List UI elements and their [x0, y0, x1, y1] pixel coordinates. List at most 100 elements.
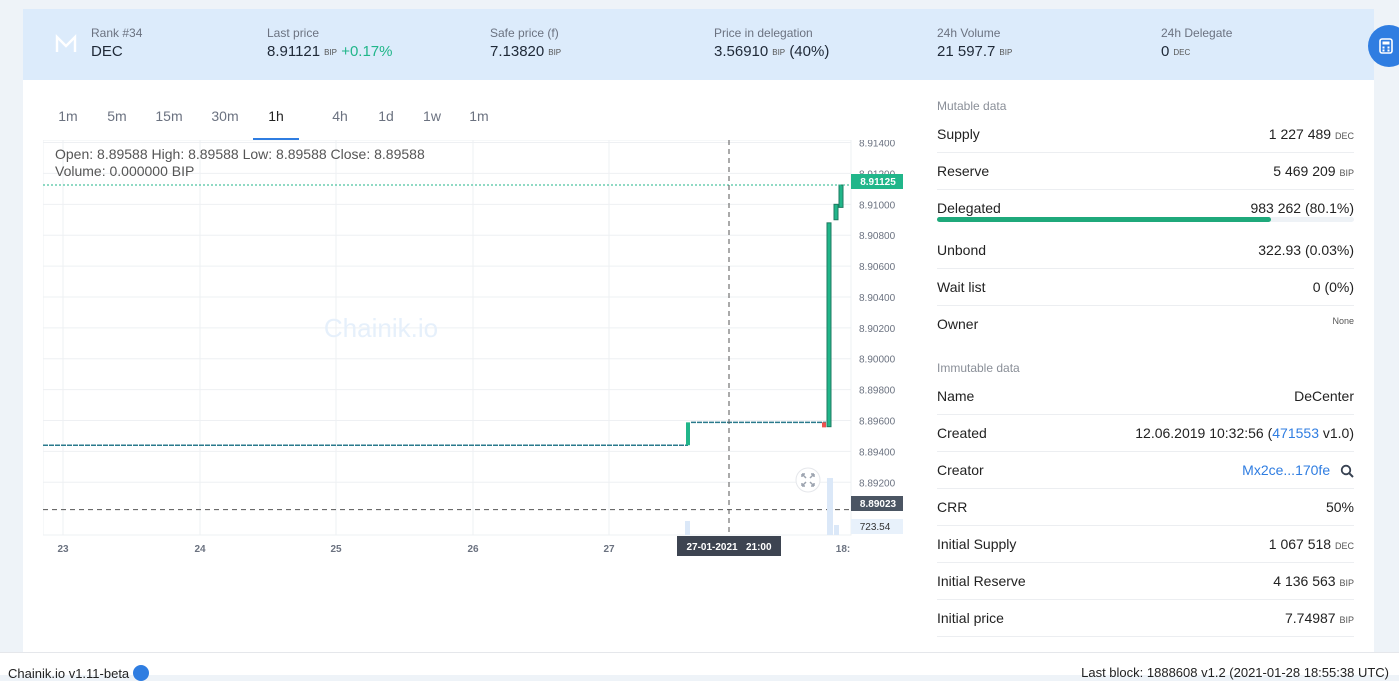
unbond-row: Unbond 322.93 (0.03%)	[937, 232, 1354, 269]
last-price-block: Last price 8.91121 BIP +0.17%	[267, 26, 392, 60]
last-price-unit: BIP	[324, 47, 338, 57]
x-tick-label: 24	[194, 544, 206, 555]
rank-label: Rank #34	[91, 26, 143, 40]
volume-label: 24h Volume	[937, 26, 1001, 40]
crr-row: CRR 50%	[937, 489, 1354, 526]
safe-price-label: Safe price (f)	[490, 26, 559, 40]
volume-value: 21 597.7	[937, 43, 996, 60]
telegram-icon[interactable]	[133, 665, 150, 681]
tab-30m[interactable]: 30m	[211, 108, 239, 124]
creator-label: Creator	[937, 462, 984, 478]
y-tick-label: 8.90600	[859, 262, 896, 273]
search-icon[interactable]	[1340, 464, 1354, 478]
footer-version: Chainik.io v1.11-beta	[8, 665, 130, 681]
owner-value: None	[1332, 316, 1354, 326]
crosshair-time-text: 27-01-2021 21:00	[686, 542, 772, 553]
delegated-row: Delegated 983 262 (80.1%)	[937, 190, 1354, 226]
y-tick-label: 8.91400	[859, 140, 896, 150]
tab-5m[interactable]: 5m	[107, 108, 127, 124]
price-chart[interactable]: Chainik.io 8.914008.912008.910008.908008…	[43, 140, 903, 560]
delegation-price-label: Price in delegation	[714, 26, 813, 40]
volume-bar	[827, 478, 833, 535]
initial-reserve-row: Initial Reserve 4 136 563 BIP	[937, 563, 1354, 600]
x-tick-label: 18:	[836, 544, 850, 555]
initial-price-label: Initial price	[937, 610, 1004, 626]
crr-value: 50%	[1325, 499, 1354, 515]
tab-1month[interactable]: 1m	[469, 108, 489, 124]
delegated-progress	[937, 217, 1354, 222]
owner-label: Owner	[937, 316, 979, 332]
expand-icon	[801, 473, 815, 487]
name-row: Name DeCenter	[937, 378, 1354, 415]
delegate-unit: DEC	[1173, 47, 1191, 57]
y-tick-label: 8.90400	[859, 293, 896, 304]
chart-watermark: Chainik.io	[324, 313, 438, 343]
last-price-change: +0.17%	[341, 43, 393, 60]
reserve-unit: BIP	[1339, 168, 1354, 178]
ohlc-values: Open: 8.89588 High: 8.89588 Low: 8.89588…	[55, 146, 425, 162]
coin-details: Mutable data Supply 1 227 489 DEC Reserve…	[937, 80, 1354, 637]
candle-down	[822, 422, 826, 428]
initial-supply-value: 1 067 518	[1268, 536, 1332, 552]
ohlc-volume: Volume: 0.000000 BIP	[55, 163, 195, 179]
waitlist-row: Wait list 0 (0%)	[937, 269, 1354, 306]
delegation-pct: (40%)	[789, 43, 830, 60]
calculator-button[interactable]	[1368, 25, 1399, 67]
waitlist-label: Wait list	[937, 279, 986, 295]
x-tick-label: 23	[57, 544, 69, 555]
crosshair-price-tag: 8.89023	[851, 496, 903, 511]
volume-bar	[834, 525, 839, 535]
unbond-value: 322.93 (0.03%)	[1258, 242, 1354, 258]
initial-reserve-label: Initial Reserve	[937, 573, 1026, 589]
crosshair-price-text: 8.89023	[860, 499, 897, 510]
initial-reserve-value: 4 136 563	[1273, 573, 1336, 589]
supply-row: Supply 1 227 489 DEC	[937, 116, 1354, 153]
y-tick-label: 8.89400	[859, 447, 896, 458]
delegate-label: 24h Delegate	[1161, 26, 1233, 40]
tab-1d[interactable]: 1d	[378, 108, 394, 124]
chart-grid	[43, 140, 852, 536]
volume-tag-text: 723.54	[860, 522, 891, 533]
chart-marks	[43, 140, 851, 535]
tab-1m[interactable]: 1m	[58, 108, 78, 124]
minter-logo-icon	[49, 27, 83, 61]
y-axis: 8.914008.912008.910008.908008.906008.904…	[859, 140, 896, 489]
coin-symbol: DEC	[91, 43, 123, 60]
delegated-progress-fill	[937, 217, 1272, 222]
y-tick-label: 8.90800	[859, 231, 896, 242]
plot-area	[43, 140, 852, 536]
creator-link[interactable]: Mx2ce...170fe	[1242, 461, 1331, 478]
rank-block: Rank #34 DEC	[91, 26, 142, 60]
waitlist-value: 0 (0%)	[1312, 279, 1354, 295]
tab-4h[interactable]: 4h	[332, 108, 348, 124]
tab-1h[interactable]: 1h	[253, 105, 299, 140]
volume-tag: 723.54	[851, 519, 903, 534]
delegate-value: 0	[1161, 43, 1170, 60]
tab-1w[interactable]: 1w	[423, 108, 441, 124]
safe-price-block: Safe price (f) 7.13820 BIP	[490, 26, 561, 60]
y-tick-label: 8.89800	[859, 386, 896, 397]
name-value: DeCenter	[1294, 388, 1354, 404]
owner-row: Owner None	[937, 306, 1354, 342]
name-label: Name	[937, 388, 975, 404]
y-tick-label: 8.90000	[859, 355, 896, 366]
reserve-label: Reserve	[937, 163, 990, 179]
fit-chart-button[interactable]	[795, 467, 821, 493]
delegate-block: 24h Delegate 0 DEC	[1161, 26, 1232, 60]
delegation-price-block: Price in delegation 3.56910 BIP (40%)	[714, 26, 829, 60]
supply-unit: DEC	[1334, 131, 1354, 141]
crosshair-time-tag: 27-01-2021 21:00	[677, 536, 781, 556]
tab-15m[interactable]: 15m	[155, 108, 183, 124]
reserve-value: 5 469 209	[1273, 163, 1336, 179]
volume-bar	[685, 521, 690, 535]
x-tick-label: 26	[467, 544, 479, 555]
x-axis: 23 24 25 26 27 18:	[57, 544, 850, 555]
volume-unit: BIP	[999, 47, 1013, 57]
last-price-tag-text: 8.91125	[860, 177, 896, 188]
x-tick-label: 25	[330, 544, 342, 555]
main-panel: 1m 5m 15m 30m 1h 4h 1d 1w 1m Chainik.io …	[23, 80, 1374, 652]
candle-up	[826, 222, 832, 428]
mutable-title: Mutable data	[937, 99, 1007, 113]
created-date: 12.06.2019 10:32:56 (	[1135, 425, 1273, 441]
created-block-link[interactable]: 471553	[1272, 425, 1319, 441]
